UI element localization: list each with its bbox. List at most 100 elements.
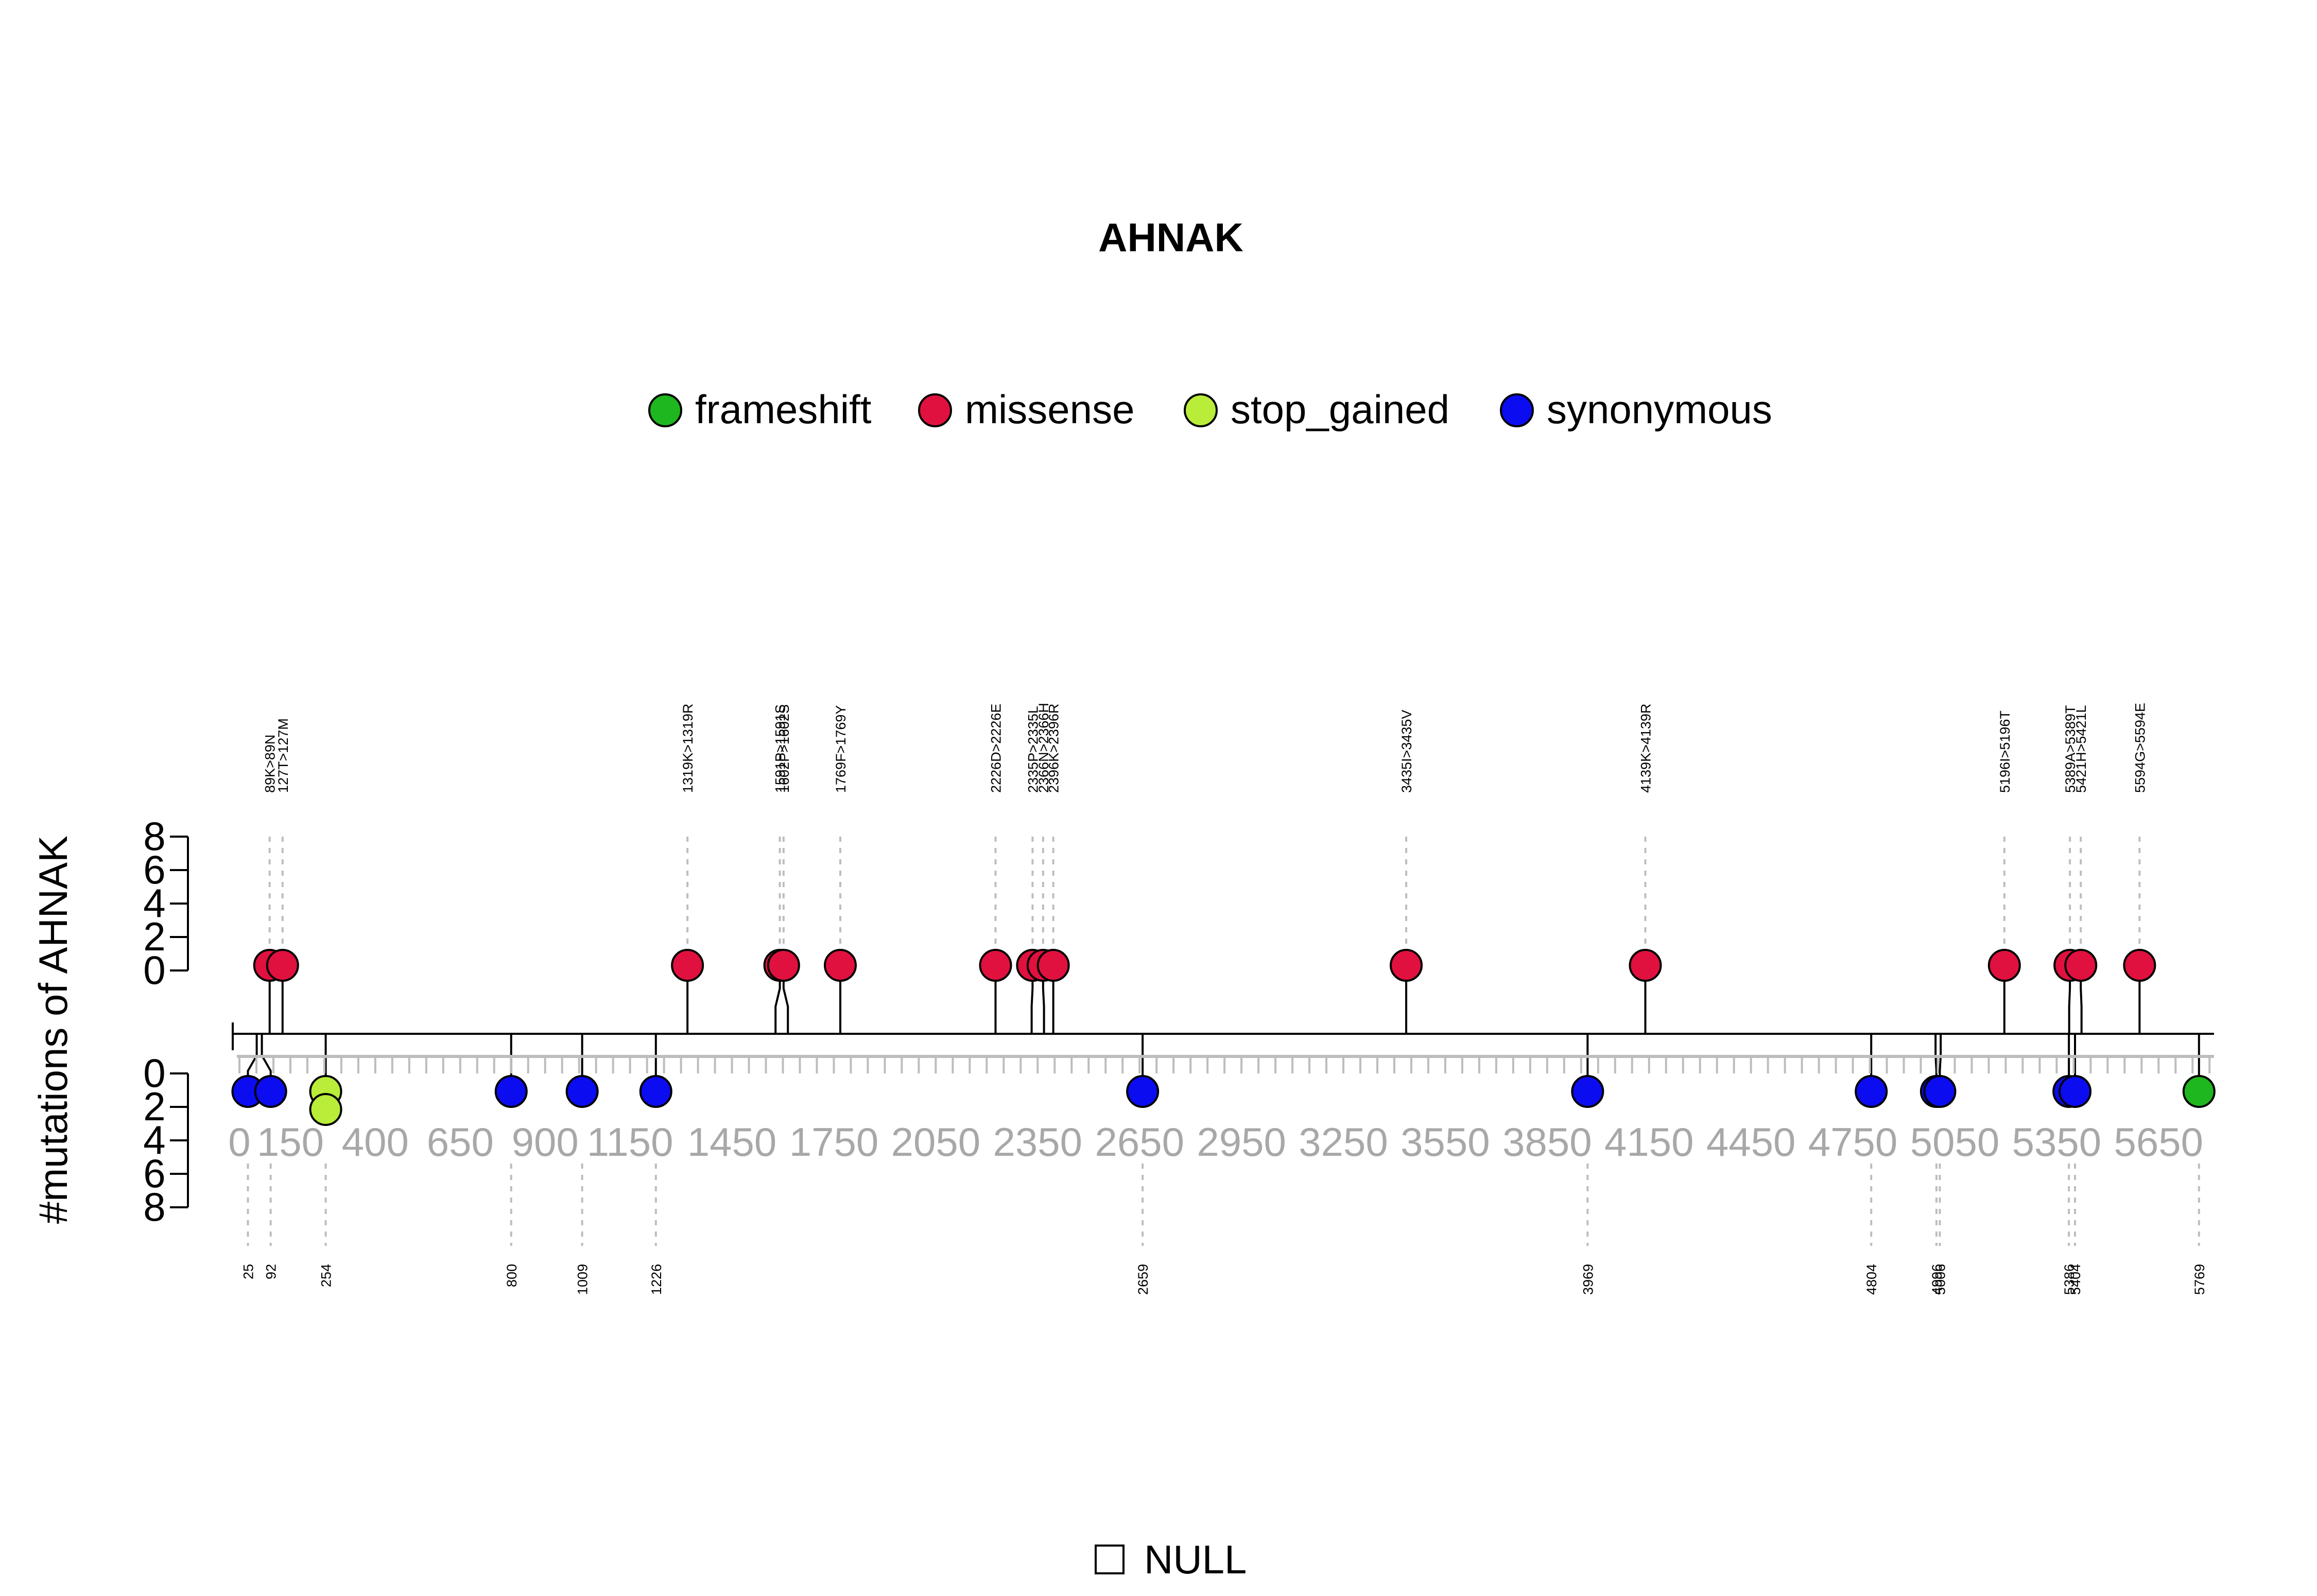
mutation-label-bottom: 5006 [1932, 1264, 1948, 1295]
guide-lines [247, 837, 2200, 1246]
stem-bottom [261, 1034, 272, 1076]
legend-label-missense: missense [965, 387, 1134, 432]
mutation-label-bottom: 5386 [2062, 1264, 2077, 1295]
x-tick-label: 2950 [1197, 1119, 1286, 1165]
mutation-label-top: 5196I>5196T [1997, 710, 2013, 793]
mutation-dot-top [2064, 949, 2098, 982]
mutation-label-top: 1319K>1319R [680, 704, 696, 793]
mutation-label-bottom: 92 [264, 1264, 279, 1279]
chart-title: AHNAK [1098, 215, 1243, 260]
y-tick-label-top: 2 [143, 914, 165, 959]
x-tick-label: 2350 [993, 1119, 1083, 1165]
x-tick-label: 0 [228, 1119, 250, 1165]
stem-top [2068, 981, 2071, 1034]
legend-label-synonymous: synonymous [1547, 387, 1772, 432]
mutation-label-bottom: 800 [504, 1264, 520, 1287]
legend: frameshift missense stop_gained synonymous [648, 387, 1772, 432]
legend-marker-missense [918, 393, 952, 427]
mutation-label-bottom: 5769 [2192, 1264, 2207, 1295]
x-tick-label: 1150 [587, 1119, 673, 1165]
mutation-label-top: 1591P>1591S [773, 704, 788, 793]
mutation-dot-bottom [494, 1075, 528, 1108]
y-tick-label-bottom: 0 [143, 1050, 165, 1096]
mutation-dot-bottom [1126, 1075, 1160, 1108]
stem-top [782, 981, 789, 1034]
mutation-label-top: 3435I>3435V [1399, 710, 1414, 793]
mutation-label-top: 5389A>5389T [2063, 705, 2078, 793]
x-tick-label: 2650 [1095, 1119, 1184, 1165]
mutation-label-bottom: 1009 [575, 1264, 591, 1295]
legend-label-frameshift: frameshift [695, 387, 872, 432]
mutation-label-top: 5421H>5421L [2073, 705, 2089, 793]
x-tick-label: 5350 [2012, 1119, 2102, 1165]
mutation-label-top: 2335P>2335L [1025, 706, 1041, 793]
x-tick-label: 3850 [1502, 1119, 1592, 1165]
mutation-label-bottom: 2659 [1135, 1264, 1151, 1295]
mutation-label-bottom: 5404 [2068, 1264, 2083, 1295]
mutation-dot-top [767, 949, 800, 982]
mutation-dot-top [671, 949, 704, 982]
x-tick-label: 4150 [1604, 1119, 1694, 1165]
stem-top [1042, 981, 1045, 1034]
legend-marker-synonymous [1500, 393, 1534, 427]
domain-legend: NULL [1095, 1537, 1247, 1582]
mutation-label-top: 4139K>4139R [1638, 704, 1653, 793]
mutation-dot-bottom [2059, 1075, 2092, 1108]
legend-marker-stop_gained [1184, 393, 1218, 427]
mutation-dot-bottom [565, 1075, 599, 1108]
y-tick-label-bottom: 2 [143, 1084, 165, 1129]
y-tick-label-top: 4 [143, 880, 165, 926]
stem-bottom [1939, 1034, 1942, 1076]
x-tick-label: 1750 [789, 1119, 879, 1165]
stem-top [1030, 981, 1034, 1034]
x-tick-label: 4750 [1808, 1119, 1898, 1165]
y-tick-label-top: 8 [143, 813, 165, 859]
y-tick-label-bottom: 8 [143, 1184, 165, 1229]
y-tick-label-top: 0 [143, 947, 165, 993]
x-tick-label: 900 [512, 1119, 579, 1165]
x-tick-label: 2050 [891, 1119, 981, 1165]
mutation-dot-top [266, 949, 299, 982]
x-tick-label: 3250 [1299, 1119, 1388, 1165]
mutation-label-bottom: 3969 [1580, 1264, 1596, 1295]
y-axis-label: #mutations of AHNAK [30, 836, 76, 1224]
mutation-label-top: 2366N>2366H [1036, 703, 1051, 793]
stem-bottom [1934, 1034, 1938, 1076]
x-tick-label: 5050 [1910, 1119, 2000, 1165]
mutation-dot-top [1390, 949, 1423, 982]
mutation-dot-bottom [1571, 1075, 1604, 1108]
mutation-label-bottom: 254 [319, 1264, 334, 1287]
y-tick-label-bottom: 4 [143, 1117, 165, 1163]
legend-label-stop_gained: stop_gained [1231, 387, 1449, 432]
x-tick-label: 4450 [1706, 1119, 1796, 1165]
mutation-label-top: 5594G>5594E [2132, 703, 2148, 793]
mutation-dot-bottom [1855, 1075, 1888, 1108]
domain-legend-swatch [1095, 1545, 1125, 1574]
x-tick-label: 400 [342, 1119, 409, 1165]
y-tick-label-top: 6 [143, 847, 165, 892]
mutation-dot-top [2123, 949, 2156, 982]
legend-marker-frameshift [648, 393, 682, 427]
mutation-dot-top [824, 949, 857, 982]
mutation-dot-bottom [309, 1093, 342, 1126]
lollipop-heads [231, 949, 2216, 1126]
mutation-label-top: 127T>127M [275, 718, 291, 793]
x-axis: 0 150 400 650 900 1150 1450 1750 2050 2350 2650 295… [228, 1055, 2214, 1165]
mutation-dot-top [979, 949, 1012, 982]
mutation-dot-bottom [639, 1075, 672, 1108]
x-tick-label: 3550 [1400, 1119, 1490, 1165]
mutation-dot-top [1629, 949, 1662, 982]
mutation-label-bottom: 4804 [1864, 1264, 1879, 1295]
x-tick-label: 5650 [2114, 1119, 2204, 1165]
mutation-label-bottom: 25 [240, 1264, 256, 1279]
mutation-label-top: 1602P>1602S [776, 704, 792, 793]
mutation-dot-bottom [2182, 1075, 2216, 1108]
y-tick-label-bottom: 6 [143, 1151, 165, 1196]
mutation-dot-top [1987, 949, 2021, 982]
mutation-dot-top [1036, 949, 1070, 982]
mutation-label-bottom: 4996 [1929, 1264, 1945, 1295]
mutation-label-top: 2226D>2226E [988, 704, 1004, 793]
